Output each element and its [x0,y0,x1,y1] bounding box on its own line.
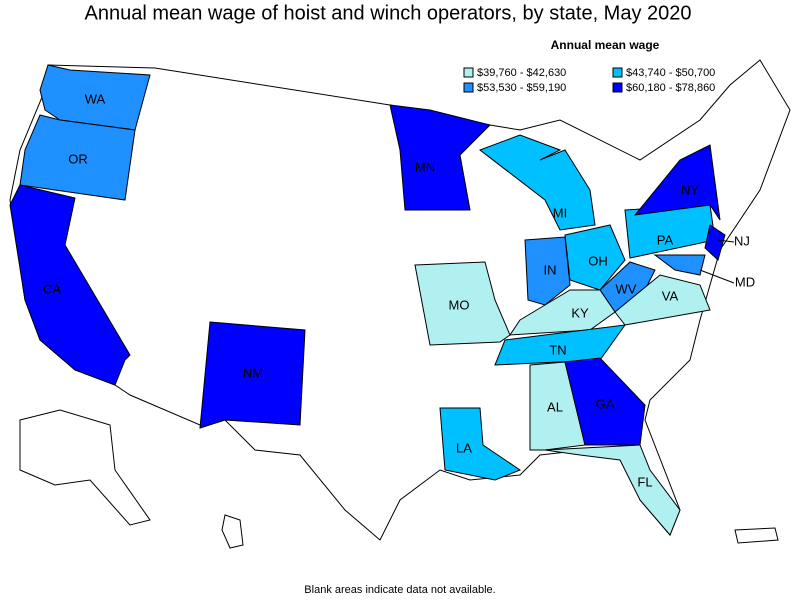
hawaii [221,514,244,549]
state-label: TN [549,342,566,357]
state [524,236,571,306]
state-label: KY [571,305,589,320]
legend-title: Annual mean wage [551,38,660,52]
puerto-rico [734,527,779,544]
legend-swatch [463,82,474,93]
state-label: AL [547,399,563,414]
legend-label: $60,180 - $78,860 [626,82,715,94]
legend-swatch [612,67,623,78]
footnote: Blank areas indicate data not available. [304,584,495,596]
state-label: WA [85,91,106,106]
state-label: WV [616,281,637,296]
alaska [19,409,151,526]
state [544,444,681,536]
state [509,289,616,336]
state-label: LA [456,440,472,455]
legend-swatch [463,67,474,78]
state [9,184,131,386]
state-label: OR [68,151,88,166]
state-label: NM [243,365,263,380]
legend-label: $43,740 - $50,700 [626,67,715,79]
state [439,407,522,481]
state [389,104,491,211]
state [414,261,511,346]
state-label: NJ [734,233,750,248]
state-label: MN [415,159,435,174]
state [704,224,726,261]
state-label: OH [588,253,608,268]
title: Annual mean wage of hoist and winch oper… [84,2,691,24]
state-label: MI [553,205,567,220]
legend-swatch [612,82,623,93]
state-label: MO [449,297,470,312]
legend-label: $53,530 - $59,190 [477,82,566,94]
state-label: CA [43,281,61,296]
label-leader [717,239,735,243]
state-label: FL [637,474,652,489]
state [614,274,711,326]
state-label: IN [544,262,557,277]
label-leader [699,269,735,284]
state-label: GA [596,396,615,411]
state [19,114,136,201]
state [633,144,721,221]
state [478,134,596,231]
state [529,361,586,451]
state-label: NY [681,182,699,197]
state-label: MD [735,274,755,289]
legend-label: $39,760 - $42,630 [477,67,566,79]
state-label: VA [662,288,679,303]
state [564,357,646,446]
state-label: PA [657,232,674,247]
state [199,321,306,429]
state [653,254,706,276]
